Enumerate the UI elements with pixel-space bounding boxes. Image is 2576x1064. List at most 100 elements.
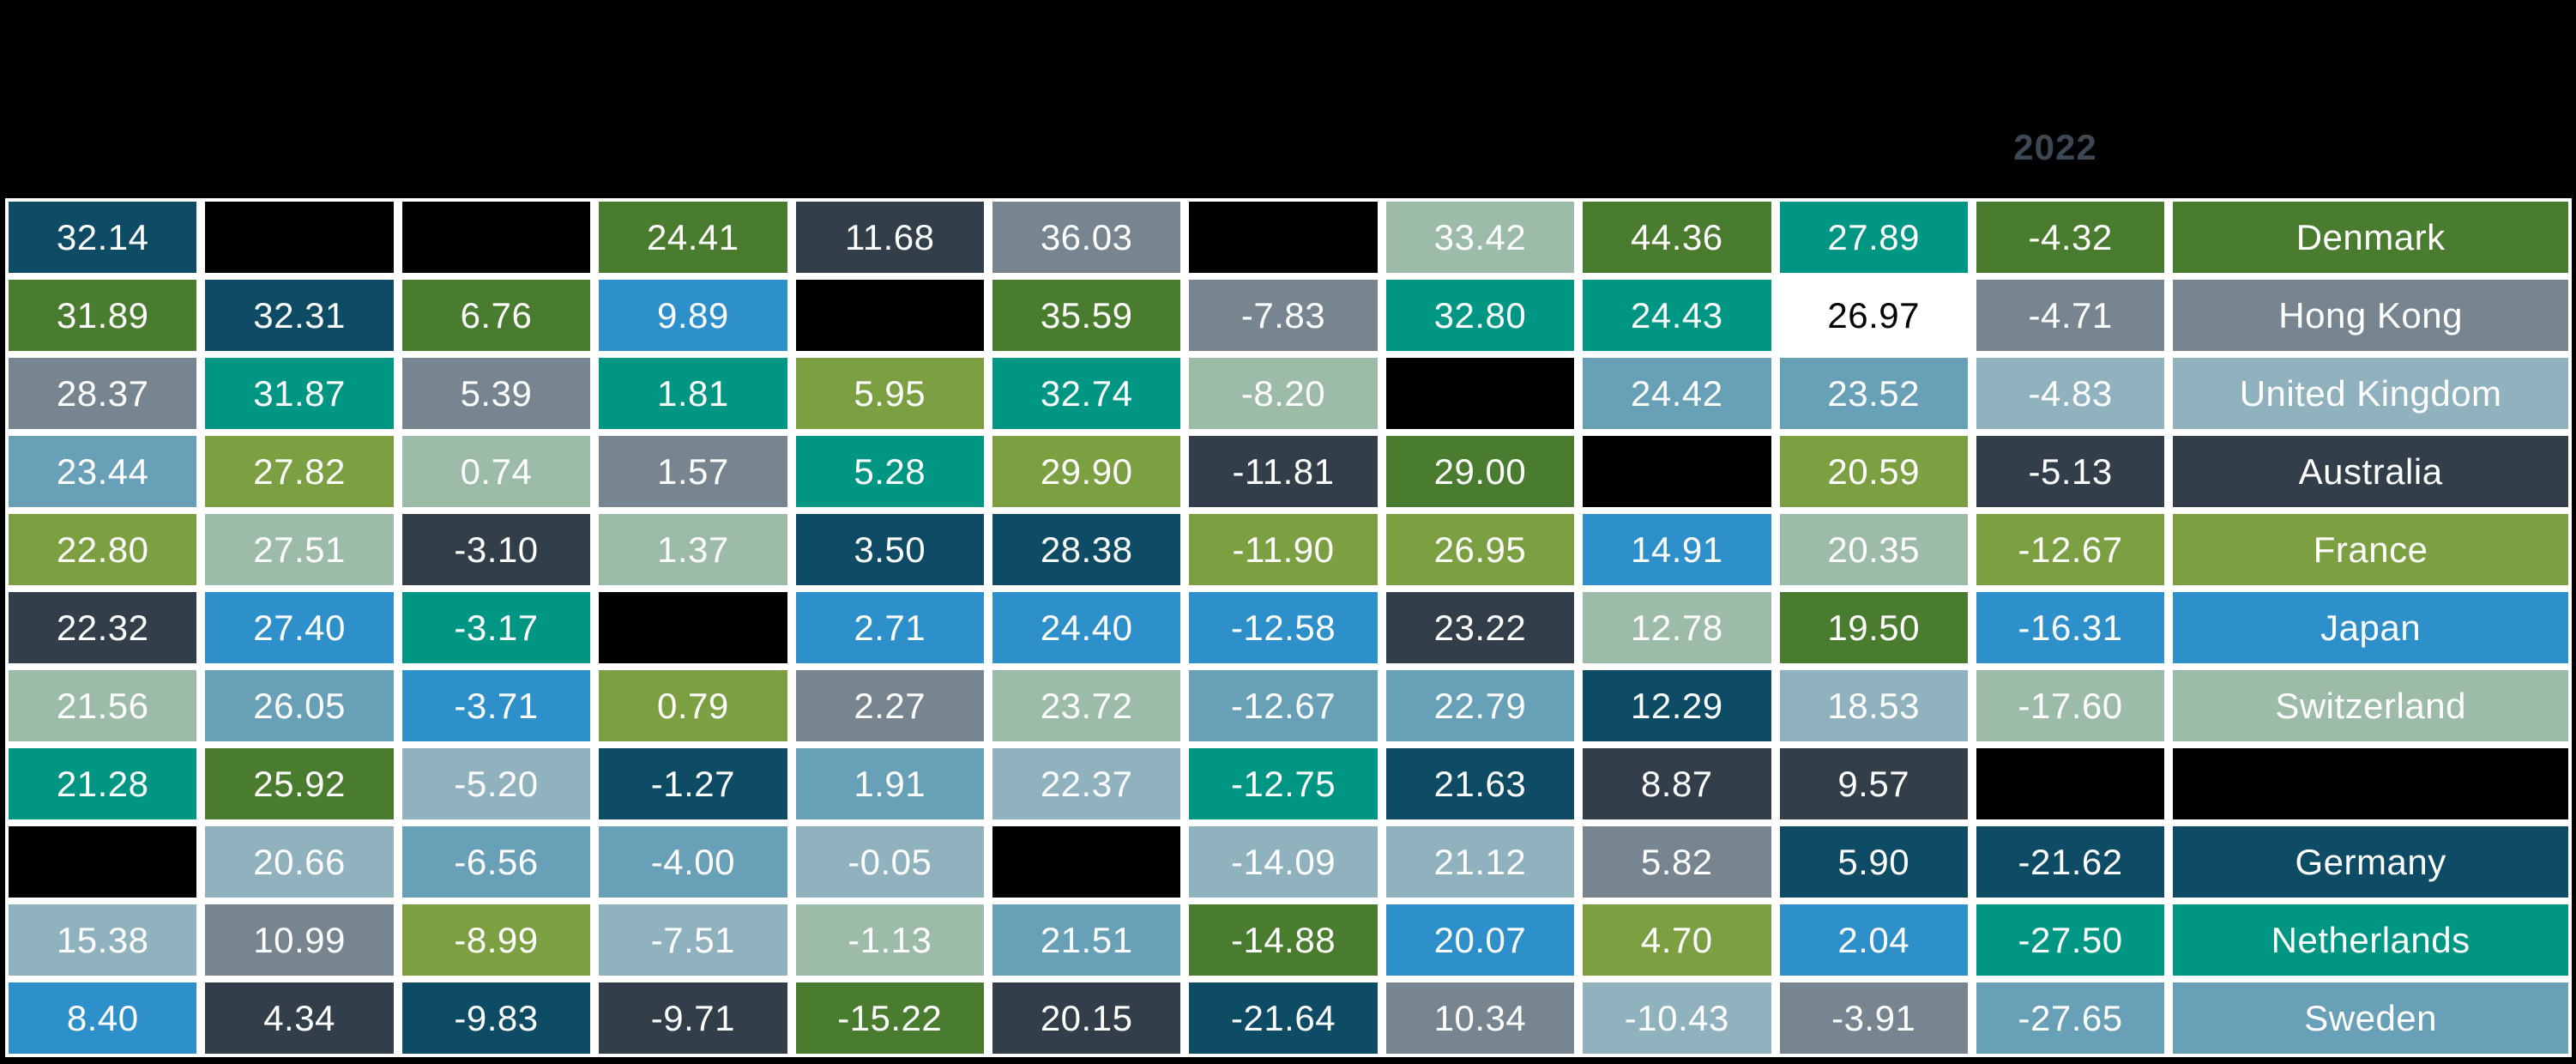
return-cell: 24.42 [1583, 358, 1771, 429]
return-cell: 21.28 [9, 748, 197, 819]
return-cell: 22.37 [992, 748, 1181, 819]
return-cell: 0.79 [599, 670, 787, 741]
return-cell: 32.74 [992, 358, 1181, 429]
return-cell: 21.12 [1385, 826, 1575, 898]
hidden-cell [401, 202, 591, 273]
return-cell: 3.50 [795, 514, 984, 585]
return-cell: 5.39 [401, 358, 591, 429]
return-cell: 23.22 [1385, 592, 1575, 663]
year-column-header: 2022 [2013, 127, 2097, 167]
return-cell: -4.00 [599, 826, 787, 898]
country-label-cell: Japan [2173, 592, 2568, 663]
country-label-cell: Germany [2173, 826, 2568, 898]
return-cell: 4.34 [205, 982, 394, 1054]
hidden-cell [1189, 202, 1378, 273]
return-cell: 28.37 [9, 358, 197, 429]
return-cell: 31.89 [9, 280, 197, 351]
return-cell: -0.05 [795, 826, 984, 898]
return-cell: 1.57 [599, 436, 787, 507]
return-cell: 14.91 [1583, 514, 1771, 585]
return-cell: -3.71 [401, 670, 591, 741]
return-cell: 32.31 [205, 280, 394, 351]
return-cell: 20.15 [992, 982, 1181, 1054]
return-cell: -10.43 [1583, 982, 1771, 1054]
return-cell: 25.92 [205, 748, 394, 819]
return-cell: 27.82 [205, 436, 394, 507]
return-cell: 27.40 [205, 592, 394, 663]
return-cell: 24.40 [992, 592, 1181, 663]
return-cell: 8.40 [9, 982, 197, 1054]
return-cell: 21.51 [992, 904, 1181, 976]
return-cell: -17.60 [1976, 670, 2165, 741]
return-cell: 12.29 [1583, 670, 1771, 741]
hidden-country-cell [2173, 748, 2568, 819]
country-label-cell: Netherlands [2173, 904, 2568, 976]
country-label-cell: Australia [2173, 436, 2568, 507]
return-cell: -3.91 [1779, 982, 1968, 1054]
return-cell: 22.80 [9, 514, 197, 585]
return-cell: 24.41 [599, 202, 787, 273]
return-cell: 23.52 [1779, 358, 1968, 429]
return-cell: -9.83 [401, 982, 591, 1054]
return-cell: 15.38 [9, 904, 197, 976]
return-cell: 20.07 [1385, 904, 1575, 976]
return-cell: 2.04 [1779, 904, 1968, 976]
return-cell: -6.56 [401, 826, 591, 898]
return-cell: -1.13 [795, 904, 984, 976]
return-cell: 32.80 [1385, 280, 1575, 351]
return-cell: 5.95 [795, 358, 984, 429]
return-cell: -7.83 [1189, 280, 1378, 351]
return-cell: 29.00 [1385, 436, 1575, 507]
return-cell: 32.14 [9, 202, 197, 273]
return-cell: 27.51 [205, 514, 394, 585]
return-cell: 36.03 [992, 202, 1181, 273]
return-cell: 8.87 [1583, 748, 1771, 819]
country-label-cell: United Kingdom [2173, 358, 2568, 429]
return-cell: -4.32 [1976, 202, 2165, 273]
return-cell: -8.20 [1189, 358, 1378, 429]
return-cell: 9.57 [1779, 748, 1968, 819]
return-cell: 44.36 [1583, 202, 1771, 273]
return-cell: 18.53 [1779, 670, 1968, 741]
return-cell: -8.99 [401, 904, 591, 976]
return-cell: 31.87 [205, 358, 394, 429]
return-cell: 9.89 [599, 280, 787, 351]
return-cell: 23.72 [992, 670, 1181, 741]
return-cell: -5.13 [1976, 436, 2165, 507]
return-cell: 20.35 [1779, 514, 1968, 585]
return-cell: -3.10 [401, 514, 591, 585]
return-cell: 33.42 [1385, 202, 1575, 273]
return-cell: 24.43 [1583, 280, 1771, 351]
hidden-cell [992, 826, 1181, 898]
return-cell: -15.22 [795, 982, 984, 1054]
return-cell: 1.91 [795, 748, 984, 819]
return-cell: -5.20 [401, 748, 591, 819]
return-cell: -21.64 [1189, 982, 1378, 1054]
return-cell: -16.31 [1976, 592, 2165, 663]
return-cell: 0.74 [401, 436, 591, 507]
return-cell: -11.81 [1189, 436, 1378, 507]
return-cell: 6.76 [401, 280, 591, 351]
return-cell: 21.56 [9, 670, 197, 741]
return-cell: 4.70 [1583, 904, 1771, 976]
hidden-cell [795, 280, 984, 351]
return-cell: 2.27 [795, 670, 984, 741]
return-cell: 27.89 [1779, 202, 1968, 273]
return-cell: 22.32 [9, 592, 197, 663]
return-cell: 20.59 [1779, 436, 1968, 507]
return-cell: 26.05 [205, 670, 394, 741]
return-cell: 2.71 [795, 592, 984, 663]
return-cell: 23.44 [9, 436, 197, 507]
return-cell: 12.78 [1583, 592, 1771, 663]
return-cell: -12.58 [1189, 592, 1378, 663]
hidden-cell [9, 826, 197, 898]
hidden-cell [1976, 748, 2165, 819]
return-cell: -7.51 [599, 904, 787, 976]
return-cell: 26.97 [1779, 280, 1968, 351]
return-cell: -21.62 [1976, 826, 2165, 898]
country-label-cell: Sweden [2173, 982, 2568, 1054]
return-cell: -12.67 [1976, 514, 2165, 585]
return-cell: 10.34 [1385, 982, 1575, 1054]
return-cell: 28.38 [992, 514, 1181, 585]
